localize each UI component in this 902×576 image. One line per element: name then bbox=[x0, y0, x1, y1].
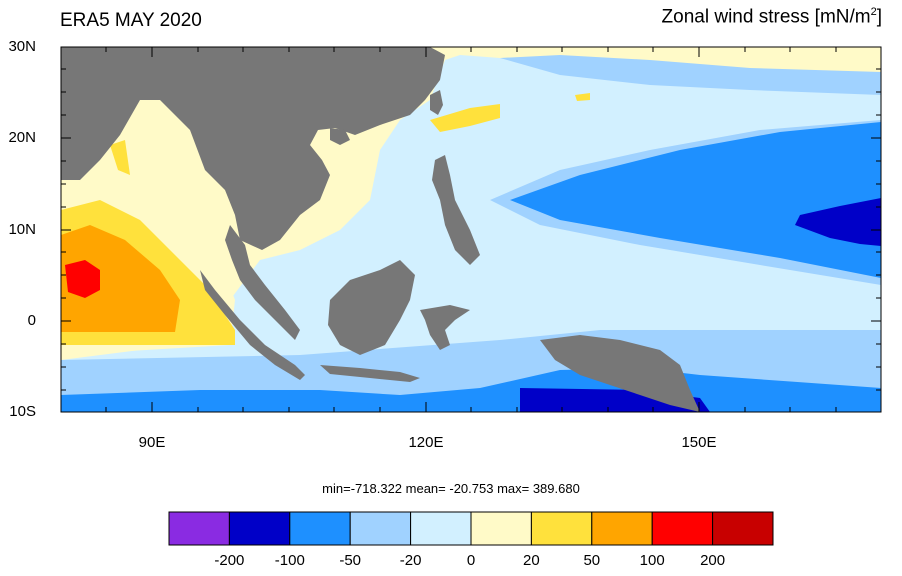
variable-title: Zonal wind stress [mN/m2] bbox=[662, 6, 882, 28]
wind-region-maximum bbox=[65, 260, 100, 298]
malay-peninsula bbox=[225, 225, 300, 340]
colorbar-label-4: 0 bbox=[466, 552, 476, 569]
wind-region-arabian-sea-strong bbox=[61, 225, 180, 332]
x-label-90e: 90E bbox=[138, 434, 166, 451]
colorbar-label-5: 20 bbox=[523, 552, 540, 569]
statistics-line: min=-718.322 mean= -20.753 max= 389.680 bbox=[322, 481, 580, 496]
colorbar-label-2: -50 bbox=[339, 552, 362, 569]
y-label-10n: 10N bbox=[8, 221, 36, 238]
x-axis-ticks bbox=[151, 47, 700, 412]
x-label-120e: 120E bbox=[408, 434, 444, 451]
colorbar-swatch-9 bbox=[712, 511, 774, 546]
y-label-30n: 30N bbox=[8, 38, 36, 55]
land-masses bbox=[61, 47, 700, 412]
wind-region-small-patch bbox=[575, 93, 590, 101]
variable-title-superscript: 2 bbox=[870, 6, 877, 18]
x-label-150e: 150E bbox=[681, 434, 717, 451]
colorbar-label-6: 50 bbox=[583, 552, 601, 569]
colorbar-swatch-7 bbox=[591, 511, 653, 546]
java bbox=[320, 365, 420, 382]
asia-mainland bbox=[61, 47, 445, 250]
y-label-0: 0 bbox=[27, 312, 36, 329]
variable-title-end: ] bbox=[876, 6, 882, 28]
wind-region-coastal-streak bbox=[110, 140, 130, 175]
colorbar-label-7: 100 bbox=[639, 552, 665, 569]
y-axis-ticks bbox=[61, 46, 881, 413]
hainan bbox=[330, 128, 350, 145]
taiwan bbox=[430, 90, 443, 115]
colorbar-swatch-0 bbox=[168, 511, 230, 546]
colorbar-swatch-8 bbox=[651, 511, 714, 546]
y-axis-minor-ticks bbox=[61, 68, 881, 391]
colorbar-label-8: 200 bbox=[700, 552, 726, 569]
colorbar-swatch-6 bbox=[530, 511, 593, 546]
colorbar-swatch-1 bbox=[228, 511, 291, 546]
wind-region-pacific-strong-easterly bbox=[795, 198, 881, 246]
variable-title-main: Zonal wind stress [mN/m bbox=[661, 6, 871, 28]
colorbar-swatch-5 bbox=[470, 511, 532, 546]
wind-region-pacific-easterly bbox=[510, 122, 881, 278]
colorbar-swatch-3 bbox=[349, 511, 412, 546]
wind-region-north-pacific-band bbox=[500, 55, 881, 95]
x-axis-minor-ticks bbox=[105, 47, 837, 412]
wind-region-taiwan-streak bbox=[430, 104, 500, 132]
map-title: ERA5 MAY 2020 bbox=[60, 10, 202, 31]
new-guinea bbox=[540, 335, 700, 412]
colorbar-swatch-4 bbox=[410, 511, 472, 546]
colorbar bbox=[168, 511, 774, 546]
colorbar-label-1: -100 bbox=[274, 552, 305, 569]
y-label-10s: 10S bbox=[9, 403, 36, 420]
colorbar-label-0: -200 bbox=[214, 552, 245, 569]
map-plot-area bbox=[61, 47, 881, 412]
colorbar-swatch-2 bbox=[289, 511, 351, 546]
colorbar-label-3: -20 bbox=[399, 552, 422, 569]
borneo bbox=[328, 260, 415, 355]
sumatra bbox=[200, 270, 305, 380]
y-label-20n: 20N bbox=[8, 129, 36, 146]
philippines bbox=[432, 155, 480, 265]
sulawesi bbox=[420, 305, 470, 350]
